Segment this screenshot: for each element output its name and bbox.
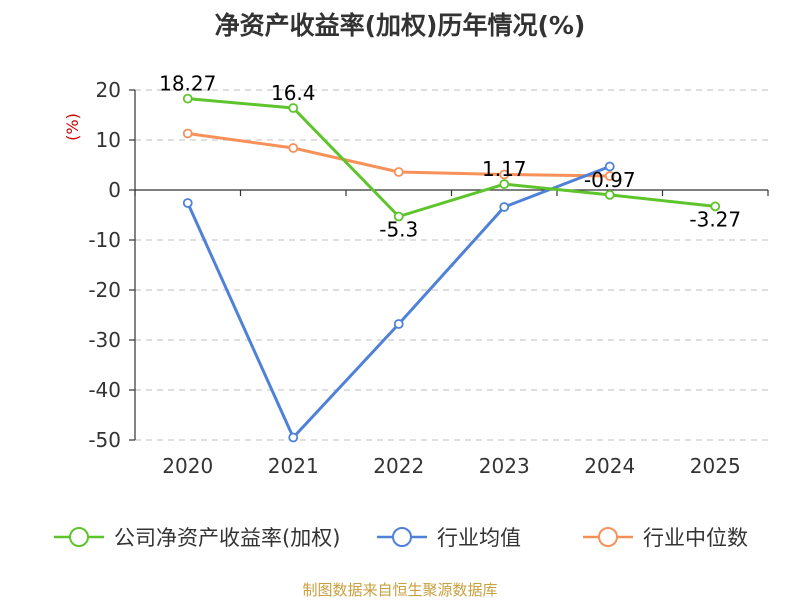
y-tick-label-20: 20 [96,78,121,102]
y-tick-label-0: 0 [108,178,121,202]
data-label-2020: 18.27 [159,72,216,96]
x-tick-label-2023: 2023 [479,454,530,478]
series-2-point-2021 [288,143,299,153]
chart-title: 净资产收益率(加权)历年情况(%) [215,11,586,40]
y-axis-ticks: 20 10 0 -10 -20 -30 -40 -50 [88,78,121,452]
data-labels: 18.27 16.4 -5.3 1.17 -0.97 -3.27 [159,72,741,242]
series-2-point-2024 [604,171,615,181]
y-tick-label--10: -10 [88,228,121,252]
legend-marker-2 [598,527,618,547]
series-1-point-2020 [182,198,193,208]
series-line-1 [186,165,611,439]
series-1-point-2024 [604,161,615,172]
x-axis-ticks: 2020 2021 2022 2023 2024 2025 [162,454,740,478]
series-0-point-2022 [393,211,404,222]
series-0-point-2025 [710,201,721,212]
x-tick-label-2022: 2022 [373,454,424,478]
legend-marker-0 [69,527,89,547]
source-note: 制图数据来自恒生聚源数据库 [302,581,497,599]
series-1-point-2023 [499,202,510,212]
x-tick-label-2025: 2025 [690,454,741,478]
series-line-0 [187,97,716,218]
series-0-point-2024 [604,189,615,200]
data-label-2024: -0.97 [584,168,636,192]
x-tick-label-2020: 2020 [162,454,213,478]
data-label-2025: -3.27 [689,207,741,231]
y-tick-label--50: -50 [88,428,121,452]
legend-label-0: 公司净资产收益率(加权) [114,526,340,550]
series-1-point-2021 [288,432,299,443]
legend: 公司净资产收益率(加权) 行业均值 行业中位数 [54,526,748,550]
y-tick-label--40: -40 [88,378,121,402]
series-2-point-2022 [393,167,404,177]
series-0-point-2021 [288,103,299,113]
y-axis-unit-label: (%) [63,113,82,141]
y-tick-label--30: -30 [88,328,121,352]
series-2-point-2020 [182,128,193,139]
legend-label-1: 行业均值 [437,526,521,550]
legend-marker-1 [392,527,412,547]
data-label-2022: -5.3 [379,218,418,242]
legend-label-2: 行业中位数 [643,526,748,550]
x-tick-label-2021: 2021 [268,454,319,478]
series-1-point-2022 [393,319,404,329]
series-group [182,93,721,443]
data-label-2021: 16.4 [271,81,316,105]
y-tick-label--20: -20 [88,278,121,302]
axes [129,89,769,441]
series-0-point-2023 [499,179,510,190]
x-tick-label-2024: 2024 [584,454,635,478]
series-2-point-2023 [499,169,510,180]
data-label-2023: 1.17 [482,157,527,181]
y-tick-label-10: 10 [96,128,121,152]
series-0-point-2020 [182,93,193,104]
